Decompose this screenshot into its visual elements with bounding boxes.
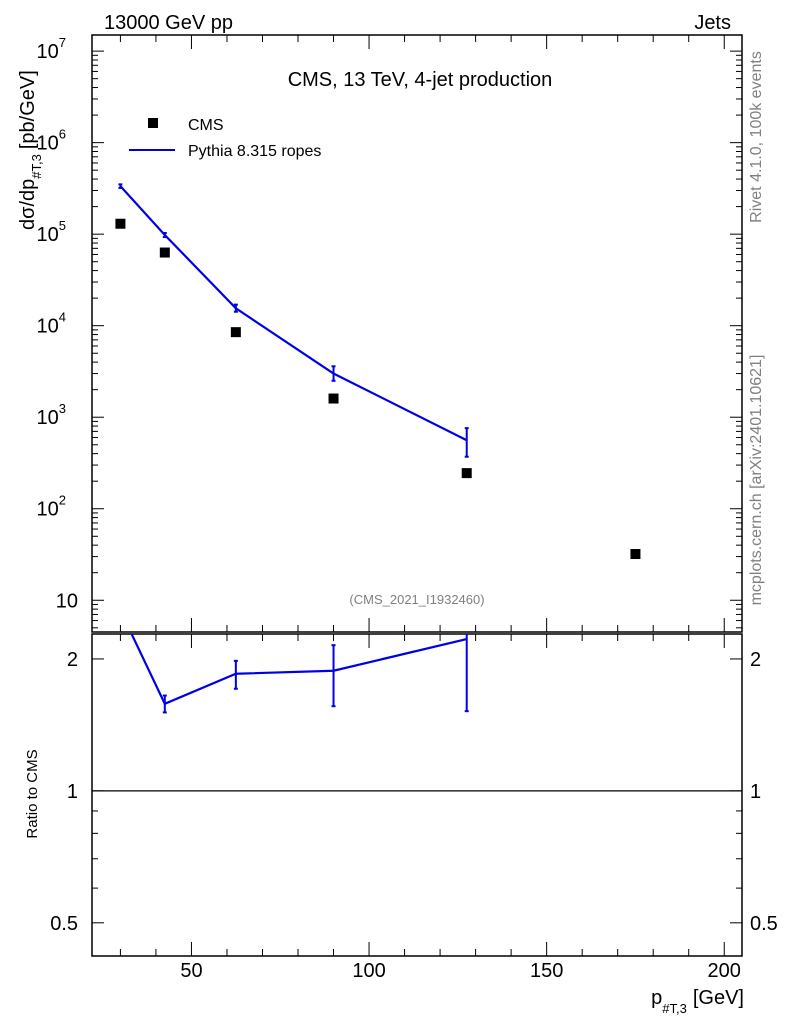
main-axis-ticks xyxy=(92,35,742,632)
y-tick-label-exponent: 2 xyxy=(59,493,66,508)
y-tick-label-base: 10 xyxy=(56,590,78,612)
series-ratio-pythia xyxy=(130,634,469,714)
legend-label-pythia: Pythia 8.315 ropes xyxy=(188,143,321,160)
main-plot-frame xyxy=(91,34,743,633)
y-tick-label-exponent: 7 xyxy=(59,35,66,50)
y-tick-label: 107 xyxy=(37,35,66,63)
x-tick-label: 50 xyxy=(180,960,202,982)
pythia-line xyxy=(119,185,468,442)
y-tick-label: 104 xyxy=(37,310,66,338)
y-tick-label: 106 xyxy=(37,127,66,155)
series-cms xyxy=(115,218,641,560)
ratio-y-tick-label-left: 1 xyxy=(67,781,78,803)
x-tick-labels: 50 100 150 200 xyxy=(180,960,741,982)
cms-data-point xyxy=(461,468,472,479)
cms-data-point xyxy=(630,549,641,560)
y-tick-label-exponent: 6 xyxy=(59,127,66,142)
y-tick-label-exponent: 3 xyxy=(59,401,66,416)
y-tick-label-base: 10 xyxy=(37,499,59,521)
y-tick-label: 102 xyxy=(37,493,66,521)
mcplots-credit-label: mcplots.cern.ch [arXiv:2401.10621] xyxy=(748,355,765,606)
y-tick-label: 105 xyxy=(37,218,66,246)
x-tick-label: 100 xyxy=(352,960,385,982)
y-axis-label-main: dσ/dp xyxy=(17,179,39,230)
y-tick-label-exponent: 5 xyxy=(59,218,66,233)
header-energy-label: 13000 GeV pp xyxy=(104,12,233,34)
ratio-axis-ticks xyxy=(92,634,742,956)
ratio-y-axis-label: Ratio to CMS xyxy=(24,749,41,838)
cms-data-point xyxy=(230,327,241,338)
y-tick-label-base: 10 xyxy=(37,407,59,429)
y-tick-label-exponent: 4 xyxy=(59,310,66,325)
cms-data-point xyxy=(328,393,339,404)
ratio-y-tick-label-left: 0.5 xyxy=(50,913,78,935)
ratio-y-tick-labels: 0.5 0.5 1 1 2 2 xyxy=(50,649,778,935)
ratio-y-tick-label-right: 1 xyxy=(750,781,761,803)
ratio-y-tick-label-right: 0.5 xyxy=(750,913,778,935)
chart-title: CMS, 13 TeV, 4-jet production xyxy=(288,69,553,91)
x-tick-label: 150 xyxy=(530,960,563,982)
x-axis-label-unit: [GeV] xyxy=(693,987,744,1009)
ratio-y-tick-label-left: 2 xyxy=(67,649,78,671)
rivet-version-label: Rivet 4.1.0, 100k events xyxy=(748,51,765,223)
legend-label-cms: CMS xyxy=(188,117,224,134)
x-axis-label-main: p xyxy=(651,987,662,1009)
y-tick-label-base: 10 xyxy=(37,316,59,338)
y-tick-label-base: 10 xyxy=(37,133,59,155)
y-tick-label: 10 xyxy=(56,590,78,612)
main-y-axis-label: dσ/dp#T,3 [pb/GeV] xyxy=(17,70,44,230)
ratio-y-tick-label-right: 2 xyxy=(750,649,761,671)
cms-data-point xyxy=(159,247,170,258)
analysis-tag: (CMS_2021_I1932460) xyxy=(349,592,484,607)
y-tick-label-base: 10 xyxy=(37,224,59,246)
legend-marker-cms xyxy=(148,118,158,128)
cms-data-point xyxy=(115,218,126,229)
legend: CMS Pythia 8.315 ropes xyxy=(129,117,321,160)
x-tick-label: 200 xyxy=(708,960,741,982)
ratio-plot-frame xyxy=(91,633,743,957)
y-tick-label-base: 10 xyxy=(37,41,59,63)
x-axis-label-sub: #T,3 xyxy=(662,1001,687,1016)
x-axis-label: p#T,3 [GeV] xyxy=(651,987,744,1016)
y-axis-label-unit: [pb/GeV] xyxy=(17,70,39,149)
series-pythia xyxy=(118,183,469,458)
y-tick-label: 103 xyxy=(37,401,66,429)
header-process-label: Jets xyxy=(694,12,731,34)
y-axis-label-sub: #T,3 xyxy=(29,154,44,179)
ratio-pythia-line xyxy=(130,634,467,706)
